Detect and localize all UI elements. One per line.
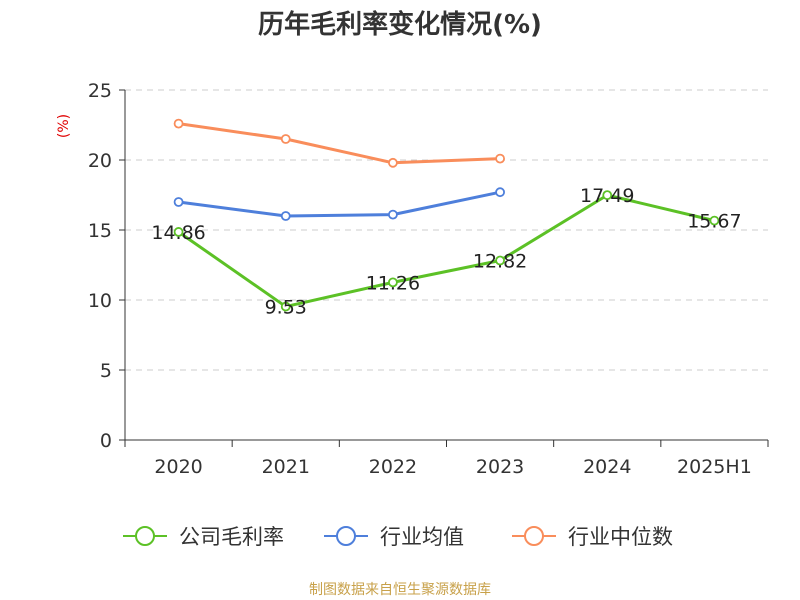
x-tick-label: 2023 <box>476 456 524 478</box>
data-label: 14.86 <box>151 222 205 244</box>
chart-title: 历年毛利率变化情况(%) <box>258 9 542 40</box>
legend-label: 行业均值 <box>380 525 464 549</box>
data-point <box>709 215 720 226</box>
x-tick-label: 2022 <box>369 456 417 478</box>
x-tick-label: 2024 <box>583 456 631 478</box>
data-label: 15.67 <box>687 211 741 233</box>
y-tick-label: 15 <box>88 220 112 242</box>
x-tick-label: 2020 <box>154 456 202 478</box>
data-point <box>495 255 505 266</box>
legend-item: 行业中位数 <box>512 525 673 549</box>
y-axis-unit: (%) <box>56 114 72 138</box>
data-point <box>388 277 398 288</box>
data-label: 17.49 <box>580 185 634 207</box>
data-source-note: 制图数据来自恒生聚源数据库 <box>309 582 491 598</box>
data-point <box>173 227 184 237</box>
data-label: 11.26 <box>366 272 420 294</box>
data-point <box>388 209 398 220</box>
legend: 公司毛利率 行业均值 行业中位数 <box>123 525 673 549</box>
grid-lines <box>125 89 768 371</box>
legend-marker <box>524 526 544 546</box>
data-label: 12.82 <box>473 251 527 273</box>
x-tick-label: 2025H1 <box>677 456 752 478</box>
x-tick-label: 2021 <box>262 456 310 478</box>
series-group <box>173 118 720 312</box>
legend-label: 行业中位数 <box>568 525 673 549</box>
series-line <box>177 193 716 309</box>
y-tick-label: 5 <box>100 360 112 382</box>
axes: 0 5 10 15 20 25 2020 2021 2022 2023 2024 2025H1 <box>88 80 769 478</box>
data-point <box>495 153 505 164</box>
data-point <box>280 301 291 312</box>
legend-label: 公司毛利率 <box>179 525 284 549</box>
data-point <box>173 197 184 207</box>
legend-marker <box>336 526 356 546</box>
data-labels: 14.86 9.53 11.26 12.82 17.49 15.67 <box>151 185 741 318</box>
data-label: 9.53 <box>265 297 307 319</box>
data-point <box>280 211 291 221</box>
data-point <box>602 190 613 201</box>
y-tick-label: 0 <box>100 430 112 452</box>
y-tick-label: 10 <box>88 290 112 312</box>
legend-item: 公司毛利率 <box>123 525 284 549</box>
y-tick-label: 20 <box>88 150 112 172</box>
series-line <box>177 190 502 218</box>
data-point <box>280 134 291 144</box>
data-point <box>388 157 398 168</box>
series-line <box>177 122 502 165</box>
y-tick-label: 25 <box>88 80 112 102</box>
data-point <box>495 187 505 198</box>
legend-marker <box>135 526 155 546</box>
legend-item: 行业均值 <box>324 525 464 549</box>
data-point <box>173 118 184 129</box>
